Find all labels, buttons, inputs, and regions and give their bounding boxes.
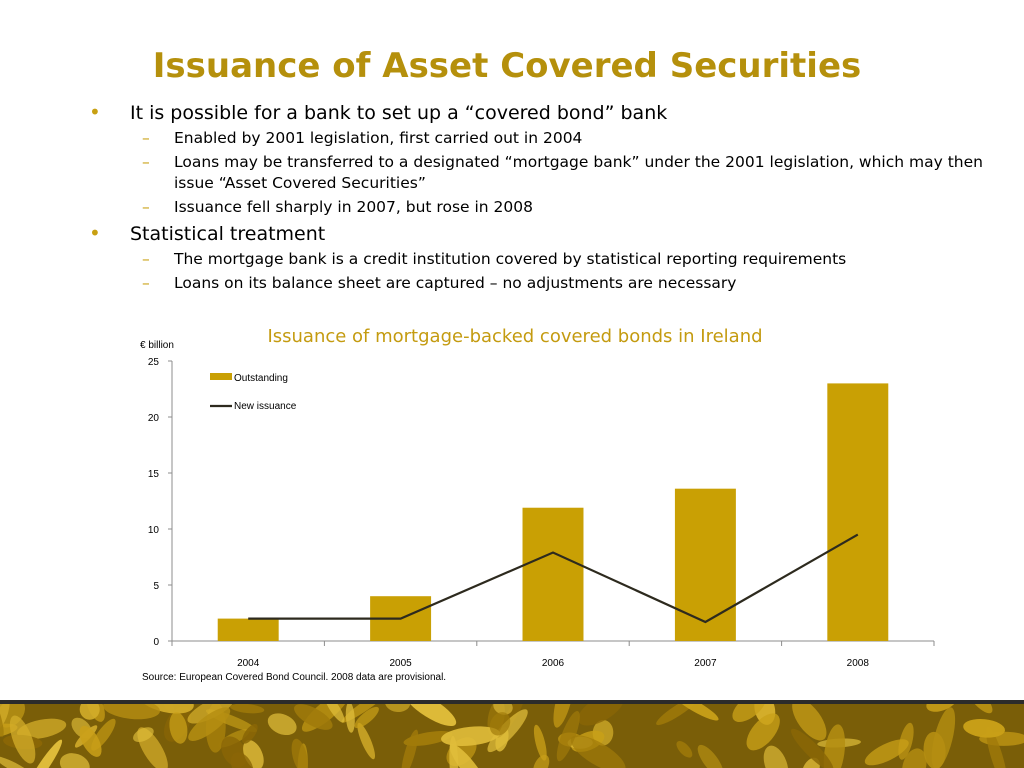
leaf-shape — [267, 713, 297, 736]
leaf-shape — [732, 704, 766, 723]
leaf-shape — [79, 725, 102, 757]
chart-title: Issuance of mortgage-backed covered bond… — [267, 326, 763, 347]
y-tick-label: 10 — [148, 525, 160, 536]
leaf-shape — [188, 707, 231, 741]
y-tick-label: 25 — [148, 357, 160, 368]
bullet-covered-bond-bank: It is possible for a bank to set up a “c… — [88, 99, 988, 126]
leaf-shape — [902, 748, 927, 768]
y-tick-label: 15 — [148, 469, 160, 480]
sub-bullet-text: Enabled by 2001 legislation, first carri… — [174, 129, 583, 147]
bar-outstanding — [674, 488, 736, 641]
leaf-shape — [26, 739, 63, 768]
leaf-shape — [187, 704, 235, 724]
legend-swatch-outstanding — [210, 373, 232, 380]
x-tick-label: 2005 — [389, 658, 412, 669]
sub-bullet-text: Issuance fell sharply in 2007, but rose … — [174, 198, 533, 216]
leaf-shape — [324, 704, 345, 723]
leaf-shape — [673, 704, 719, 721]
leaf-shape — [0, 704, 10, 731]
sub-bullet: Loans on its balance sheet are captured … — [88, 273, 988, 294]
leaf-pattern-decoration — [0, 704, 1024, 768]
leaf-shape — [697, 744, 724, 768]
leaf-shape — [9, 715, 36, 764]
sub-bullet: Loans may be transferred to a designated… — [88, 152, 988, 194]
leaf-shape — [103, 704, 160, 720]
leaf-shape — [923, 731, 946, 768]
leaf-shape — [441, 726, 500, 747]
sub-bullet-text: The mortgage bank is a credit institutio… — [174, 250, 847, 268]
leaf-shape — [656, 704, 699, 726]
leaf-shape — [79, 704, 100, 720]
sub-bullet-list: Enabled by 2001 legislation, first carri… — [88, 128, 988, 218]
bar-outstanding — [827, 383, 889, 641]
sub-bullet: Enabled by 2001 legislation, first carri… — [88, 128, 988, 149]
leaf-shape — [487, 709, 528, 753]
bar-outstanding — [522, 507, 584, 641]
leaf-shape — [489, 712, 511, 736]
y-tick-label: 20 — [148, 413, 160, 424]
leaf-shape — [577, 704, 624, 726]
leaf-shape — [291, 738, 308, 768]
leaf-shape — [791, 728, 834, 768]
leaf-shape — [404, 704, 457, 727]
leaf-shape — [553, 704, 574, 728]
leaf-shape — [556, 710, 580, 762]
bullet-text: Statistical treatment — [130, 223, 326, 245]
leaf-shape — [676, 741, 693, 758]
leaf-shape — [792, 704, 827, 741]
leaf-shape — [801, 757, 820, 768]
y-axis-label: € billion — [140, 340, 174, 351]
sub-bullet-text: Loans on its balance sheet are captured … — [174, 274, 737, 292]
bullet-text: It is possible for a bank to set up a “c… — [130, 102, 668, 124]
leaf-shape — [986, 726, 1008, 768]
line-new-issuance — [248, 533, 859, 624]
leaf-shape — [926, 704, 959, 712]
sub-bullet: The mortgage bank is a credit institutio… — [88, 249, 988, 270]
leaf-shape — [449, 735, 459, 768]
x-tick-label: 2006 — [542, 658, 565, 669]
sub-bullet-list: The mortgage bank is a credit institutio… — [88, 249, 988, 294]
leaf-shape — [242, 723, 258, 744]
leaf-shape — [230, 704, 265, 714]
leaf-shape — [401, 729, 419, 768]
leaf-shape — [0, 756, 34, 768]
source-note: Source: European Covered Bond Council. 2… — [142, 672, 447, 683]
leaf-shape — [354, 706, 379, 729]
leaf-shape — [864, 739, 909, 766]
y-tick-label: 5 — [153, 581, 159, 592]
bullet-statistical-treatment: Statistical treatment — [88, 220, 988, 247]
sub-bullet: Issuance fell sharply in 2007, but rose … — [88, 197, 988, 218]
leaf-shape — [0, 723, 18, 740]
sub-bullet-text: Loans may be transferred to a designated… — [174, 153, 983, 192]
legend-label-outstanding: Outstanding — [234, 373, 288, 384]
x-tick-label: 2004 — [237, 658, 260, 669]
slide-title: Issuance of Asset Covered Securities — [152, 46, 862, 86]
leaf-shape — [384, 704, 411, 713]
leaf-shape — [963, 718, 1006, 738]
leaf-shape — [345, 704, 355, 733]
x-tick-label: 2008 — [847, 658, 870, 669]
bar-outstanding — [370, 596, 432, 641]
leaf-shape — [357, 722, 376, 760]
bullet-list: It is possible for a bank to set up a “c… — [88, 99, 988, 297]
leaf-shape — [59, 753, 90, 768]
leaf-shape — [533, 754, 550, 768]
leaf-shape — [570, 735, 626, 768]
leaf-shape — [967, 704, 993, 714]
leaf-shape — [294, 704, 333, 730]
y-tick-label: 0 — [153, 637, 159, 648]
leaf-shape — [133, 727, 154, 742]
bar-outstanding — [217, 618, 279, 641]
leaf-shape — [230, 752, 254, 768]
leaf-shape — [533, 724, 547, 761]
leaf-shape — [746, 713, 780, 751]
leaf-shape — [763, 745, 789, 768]
leaf-shape — [493, 704, 513, 715]
footer-decoration — [0, 700, 1024, 768]
x-tick-label: 2007 — [694, 658, 717, 669]
leaf-shape — [169, 712, 188, 744]
legend-label-new-issuance: New issuance — [234, 401, 297, 412]
